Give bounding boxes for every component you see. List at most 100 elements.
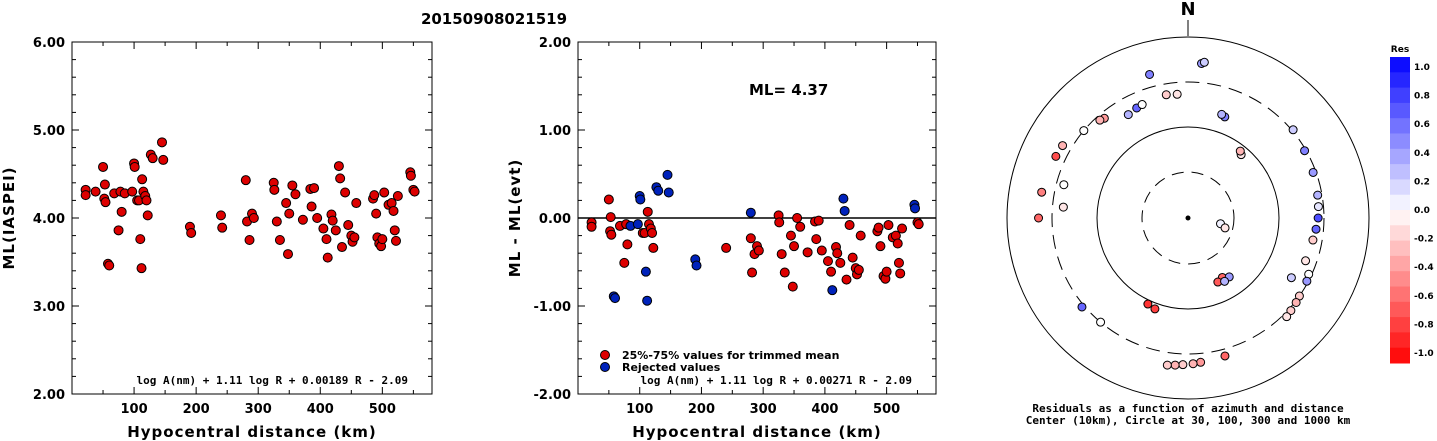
ring-30km xyxy=(1141,171,1235,265)
left-data-point xyxy=(333,161,344,172)
left-data-point xyxy=(337,242,347,253)
left-data-point xyxy=(327,215,338,226)
colorbar-block xyxy=(1390,332,1410,349)
rejected-point xyxy=(642,295,653,306)
left-data-point xyxy=(389,225,400,236)
colorbar-tick-10: -1.0 xyxy=(1414,349,1434,359)
colorbar-block xyxy=(1390,317,1410,333)
station-point xyxy=(1161,90,1171,100)
colorbar-block xyxy=(1390,118,1410,134)
left-data-point xyxy=(127,186,138,197)
left-data-point xyxy=(136,263,147,274)
trimmed-point xyxy=(853,264,864,275)
left-data-point xyxy=(215,210,226,221)
north-label: N xyxy=(1180,0,1195,20)
colorbar-tick-labels: 1.0 0.8 0.6 0.4 0.2 0.0 -0.2 -0.4 -0.6 -0.8 -1.0 xyxy=(1414,63,1434,359)
trimmed-point xyxy=(795,221,806,232)
mid-ytick-label-4: 2.00 xyxy=(539,36,571,51)
trimmed-point xyxy=(622,239,633,250)
station-point xyxy=(1313,213,1323,223)
trimmed-point xyxy=(875,241,886,252)
mid-xtick-label-3: 400 xyxy=(811,402,838,417)
left-data-point xyxy=(392,191,403,201)
left-data-point xyxy=(158,154,169,165)
mid-xtick-label-1: 200 xyxy=(688,402,715,417)
left-axis-ticks: 100 200 300 400 500 2.00 3.00 4.00 5.00 6.00 xyxy=(33,36,432,417)
left-data-point xyxy=(157,137,167,148)
station-point xyxy=(1170,360,1180,370)
left-data-point xyxy=(297,214,308,225)
trimmed-point xyxy=(586,221,597,232)
legend-rejected-marker xyxy=(600,362,610,372)
rejected-point xyxy=(663,187,674,198)
trimmed-point xyxy=(881,266,892,277)
left-data-point xyxy=(100,197,111,208)
left-data-point xyxy=(116,206,127,217)
station-point xyxy=(1058,202,1068,212)
trimmed-point xyxy=(873,222,884,233)
trimmed-point xyxy=(847,252,858,263)
left-data-point xyxy=(240,175,251,186)
station-point xyxy=(1311,224,1321,234)
colorbar-block xyxy=(1390,225,1410,242)
trimmed-point xyxy=(835,257,846,268)
trimmed-point xyxy=(605,212,616,223)
station-point xyxy=(1286,273,1296,283)
left-data-points xyxy=(80,137,420,274)
left-data-point xyxy=(409,186,420,197)
colorbar-tick-4: 0.2 xyxy=(1414,177,1430,187)
colorbar-blocks xyxy=(1390,57,1410,364)
station-point xyxy=(1301,256,1311,266)
left-data-point xyxy=(349,232,360,243)
legend-rejected-label: Rejected values xyxy=(622,361,721,374)
trimmed-point xyxy=(745,233,756,244)
station-point xyxy=(1145,69,1155,79)
trimmed-point xyxy=(883,220,894,231)
colorbar-block xyxy=(1390,87,1410,104)
left-formula: log A(nm) + 1.11 log R + 0.00189 R - 2.0… xyxy=(136,374,408,387)
station-point xyxy=(1220,276,1230,286)
left-data-point xyxy=(309,183,320,194)
polar-caption-line1: Residuals as a function of azimuth and d… xyxy=(1032,402,1344,415)
rejected-point xyxy=(635,194,646,205)
left-data-point xyxy=(147,153,158,164)
left-data-point xyxy=(391,235,401,246)
left-data-point xyxy=(405,170,416,181)
station-point xyxy=(1235,146,1245,156)
left-y-axis-label: ML(IASPEI) xyxy=(0,166,18,269)
ring-300km xyxy=(1051,81,1325,355)
left-data-point xyxy=(335,173,346,184)
polar-caption-line2: Center (10km), Circle at 30, 100, 300 an… xyxy=(1026,414,1351,427)
trimmed-point xyxy=(753,245,764,256)
left-xtick-label-1: 200 xyxy=(183,402,210,417)
left-data-point xyxy=(312,213,323,223)
colorbar: Res 1.0 0.8 0.6 0.4 0.2 0.0 -0.2 -0.4 -0.6 -0.8 -1… xyxy=(1390,45,1434,364)
colorbar-block xyxy=(1390,164,1410,180)
left-data-point xyxy=(318,223,329,234)
colorbar-tick-3: 0.4 xyxy=(1414,149,1430,159)
left-data-point xyxy=(217,222,228,233)
station-point xyxy=(1095,115,1105,125)
left-data-point xyxy=(104,260,115,271)
left-data-point xyxy=(99,179,110,190)
station-point xyxy=(1313,202,1323,212)
colorbar-block xyxy=(1390,255,1410,272)
rejected-point xyxy=(640,266,651,277)
station-point xyxy=(1096,317,1106,327)
station-point xyxy=(1123,110,1133,120)
left-data-point xyxy=(340,187,351,198)
trimmed-point xyxy=(789,241,800,252)
station-point xyxy=(1291,297,1301,307)
colorbar-block xyxy=(1390,286,1410,303)
trimmed-point xyxy=(832,248,843,259)
mid-ytick-label-3: 1.00 xyxy=(539,124,571,139)
mid-y-axis-label: ML - ML(evt) xyxy=(506,159,524,277)
colorbar-tick-8: -0.6 xyxy=(1414,292,1434,302)
colorbar-block xyxy=(1390,102,1410,119)
colorbar-title: Res xyxy=(1391,45,1409,55)
left-xtick-label-2: 300 xyxy=(245,402,272,417)
trimmed-point xyxy=(606,229,617,240)
left-data-point xyxy=(321,234,332,245)
colorbar-tick-9: -0.8 xyxy=(1414,320,1434,330)
left-data-point xyxy=(351,198,362,209)
